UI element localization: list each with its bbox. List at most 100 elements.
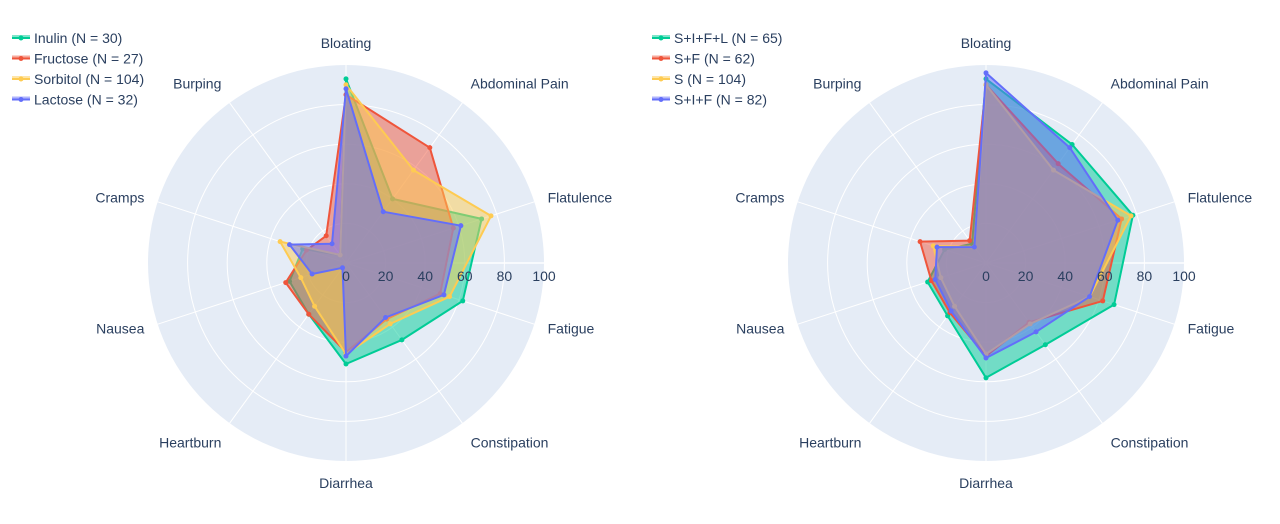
- data-point-diarrhea: [343, 353, 349, 359]
- data-point-abdominal-pain: [411, 167, 417, 173]
- axis-label-nausea: Nausea: [96, 321, 144, 337]
- data-point-constipation: [383, 314, 389, 320]
- legend-item-s-i-f-l-n-65[interactable]: S+I+F+L (N = 65): [652, 30, 782, 46]
- data-point-flatulence: [1115, 217, 1121, 223]
- axis-label-heartburn: Heartburn: [159, 435, 221, 451]
- grid-spoke: [869, 102, 987, 264]
- axis-label-flatulence: Flatulence: [548, 189, 613, 205]
- axis-label-fatigue: Fatigue: [548, 321, 595, 337]
- legend-swatch-marker: [18, 97, 24, 102]
- axis-label-cramps: Cramps: [95, 189, 144, 205]
- data-point-nausea: [928, 278, 934, 284]
- data-point-flatulence: [488, 213, 494, 219]
- axis-label-cramps: Cramps: [735, 189, 784, 205]
- legend-item-s-f-n-62[interactable]: S+F (N = 62): [652, 51, 755, 67]
- legend-item-s-i-f-n-82[interactable]: S+I+F (N = 82): [652, 92, 767, 108]
- legend-swatch-marker: [658, 35, 664, 41]
- legend-label: Lactose (N = 32): [34, 92, 138, 108]
- axis-label-heartburn: Heartburn: [799, 435, 861, 451]
- data-point-heartburn: [312, 303, 318, 309]
- axis-label-abdominal-pain: Abdominal Pain: [1111, 75, 1209, 91]
- data-point-diarrhea: [343, 361, 349, 367]
- series-s-i-f-n-82: [932, 70, 1121, 361]
- data-point-flatulence: [1128, 213, 1134, 219]
- radial-tick-label: 20: [1018, 268, 1034, 284]
- data-point-nausea: [298, 275, 304, 281]
- data-point-fatigue: [447, 294, 453, 300]
- axis-label-abdominal-pain: Abdominal Pain: [471, 75, 569, 91]
- legend-label: S+F (N = 62): [674, 51, 755, 67]
- data-point-burping: [967, 238, 973, 244]
- axis-label-nausea: Nausea: [736, 321, 784, 337]
- legend-swatch-marker: [658, 76, 664, 82]
- data-point-constipation: [387, 321, 393, 327]
- legend-item-lactose-n-32[interactable]: Lactose (N = 32): [12, 92, 138, 108]
- series-lactose-n-32: [287, 86, 464, 359]
- data-point-bloating: [983, 70, 989, 76]
- axis-label-diarrhea: Diarrhea: [959, 475, 1013, 491]
- data-point-diarrhea: [983, 355, 989, 361]
- data-point-cramps: [277, 239, 283, 245]
- data-point-constipation: [1042, 342, 1048, 348]
- data-point-bloating: [343, 82, 349, 88]
- radial-tick-label: 0: [342, 268, 350, 284]
- data-point-bloating: [343, 76, 349, 82]
- data-point-heartburn: [340, 265, 346, 271]
- legend-label: S+I+F (N = 82): [674, 92, 767, 108]
- data-point-cramps: [917, 239, 923, 245]
- data-point-cramps: [930, 243, 936, 249]
- axis-label-burping: Burping: [813, 75, 861, 91]
- legend-item-fructose-n-27[interactable]: Fructose (N = 27): [12, 51, 143, 67]
- radar-chart-2: 0 20 40 60 80 100 Bloating Abdominal Pain Flatul…: [652, 30, 1252, 491]
- radial-tick-label: 40: [1057, 268, 1073, 284]
- data-point-fatigue: [441, 292, 447, 298]
- legend-swatch-marker: [658, 97, 664, 102]
- data-point-fatigue: [1111, 302, 1117, 308]
- legend-label: Inulin (N = 30): [34, 30, 122, 46]
- data-point-burping: [329, 241, 335, 247]
- data-point-burping: [971, 244, 977, 250]
- legend-swatch-marker: [18, 76, 24, 82]
- data-point-nausea: [925, 279, 931, 285]
- data-point-abdominal-pain: [1067, 145, 1073, 151]
- legend-item-inulin-n-30[interactable]: Inulin (N = 30): [12, 30, 122, 46]
- legend-label: S+I+F+L (N = 65): [674, 30, 782, 46]
- data-point-nausea: [283, 280, 289, 286]
- axis-label-diarrhea: Diarrhea: [319, 475, 373, 491]
- radial-tick-label: 0: [982, 268, 990, 284]
- data-point-abdominal-pain: [380, 209, 386, 215]
- data-point-fatigue: [1087, 294, 1093, 300]
- data-point-heartburn: [948, 308, 954, 314]
- legend-item-s-n-104[interactable]: S (N = 104): [652, 71, 746, 87]
- axis-label-constipation: Constipation: [471, 435, 549, 451]
- radial-tick-label: 80: [1137, 268, 1153, 284]
- legend-swatch-marker: [658, 56, 664, 61]
- radial-tick-label: 20: [378, 268, 394, 284]
- axis-label-bloating: Bloating: [321, 35, 372, 51]
- data-point-fatigue: [1100, 298, 1106, 304]
- radial-tick-label: 100: [1172, 268, 1196, 284]
- legend-swatch-marker: [18, 35, 24, 41]
- radial-tick-label: 60: [457, 268, 473, 284]
- legend: Inulin (N = 30) Fructose (N = 27) Sorbitol…: [12, 30, 144, 108]
- data-point-cramps: [287, 242, 293, 248]
- data-point-constipation: [399, 337, 405, 343]
- data-point-fatigue: [460, 298, 466, 304]
- data-point-cramps: [934, 244, 940, 250]
- data-point-burping: [323, 233, 329, 239]
- legend-label: Sorbitol (N = 104): [34, 71, 144, 87]
- legend-label: S (N = 104): [674, 71, 746, 87]
- radar-chart-1: 0 20 40 60 80 100 Bloating Abdominal Pain Flatul…: [12, 30, 612, 491]
- legend-item-sorbitol-n-104[interactable]: Sorbitol (N = 104): [12, 71, 144, 87]
- radial-tick-label: 80: [497, 268, 513, 284]
- axis-label-constipation: Constipation: [1111, 435, 1189, 451]
- axis-label-burping: Burping: [173, 75, 221, 91]
- radial-tick-label: 60: [1097, 268, 1113, 284]
- data-point-diarrhea: [983, 375, 989, 381]
- radial-tick-label: 100: [532, 268, 556, 284]
- legend-label: Fructose (N = 27): [34, 51, 143, 67]
- radial-tick-label: 40: [417, 268, 433, 284]
- data-point-nausea: [309, 271, 315, 277]
